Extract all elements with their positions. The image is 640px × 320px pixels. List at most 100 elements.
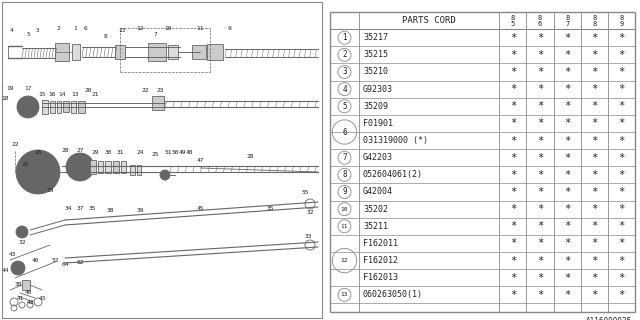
Text: 32: 32 — [19, 239, 26, 244]
Bar — [71, 101, 76, 113]
Text: 12: 12 — [136, 27, 144, 31]
Text: 13: 13 — [71, 92, 79, 97]
Text: 19: 19 — [6, 85, 13, 91]
Text: 25: 25 — [151, 153, 159, 157]
Text: *: * — [509, 67, 516, 77]
Bar — [63, 101, 69, 112]
Text: 8: 8 — [592, 15, 596, 20]
Text: 11: 11 — [196, 27, 204, 31]
Text: F01901: F01901 — [363, 119, 393, 128]
Text: 34: 34 — [64, 205, 72, 211]
Text: *: * — [509, 256, 516, 266]
Text: 8: 8 — [342, 170, 347, 179]
Text: 35215: 35215 — [363, 50, 388, 59]
Text: 9: 9 — [620, 20, 623, 27]
Text: 4: 4 — [10, 28, 14, 34]
Text: 62: 62 — [76, 260, 84, 266]
Text: *: * — [618, 50, 625, 60]
Bar — [105, 161, 111, 173]
Text: *: * — [537, 84, 543, 94]
Text: *: * — [618, 118, 625, 128]
Text: 13: 13 — [118, 28, 125, 34]
Text: 38: 38 — [106, 207, 114, 212]
Text: *: * — [591, 204, 597, 214]
Text: 18: 18 — [1, 95, 9, 100]
Bar — [22, 280, 30, 290]
Circle shape — [11, 261, 25, 275]
Text: 8: 8 — [103, 34, 107, 38]
Text: 25: 25 — [21, 163, 29, 167]
Text: 10: 10 — [164, 27, 172, 31]
Text: 5: 5 — [26, 33, 30, 37]
Text: 22: 22 — [141, 87, 148, 92]
Text: *: * — [509, 273, 516, 283]
Text: 6: 6 — [342, 127, 347, 137]
Text: 7: 7 — [565, 20, 569, 27]
Text: *: * — [537, 101, 543, 111]
Text: *: * — [591, 238, 597, 248]
Text: 37: 37 — [76, 205, 84, 211]
Text: 14: 14 — [58, 92, 66, 97]
Circle shape — [66, 153, 94, 181]
Text: *: * — [537, 204, 543, 214]
Text: *: * — [591, 118, 597, 128]
Text: 6: 6 — [538, 20, 542, 27]
Text: G42203: G42203 — [363, 153, 393, 162]
Text: 43: 43 — [38, 295, 45, 300]
Text: *: * — [564, 273, 570, 283]
Bar — [152, 96, 164, 110]
Text: *: * — [591, 50, 597, 60]
Text: 43: 43 — [8, 252, 16, 258]
Bar — [168, 45, 178, 59]
Text: *: * — [564, 33, 570, 43]
Text: *: * — [509, 118, 516, 128]
Text: *: * — [591, 101, 597, 111]
Text: 12: 12 — [340, 258, 348, 263]
Bar — [148, 43, 166, 61]
Text: *: * — [564, 67, 570, 77]
Text: 38: 38 — [14, 283, 22, 287]
Text: 50: 50 — [172, 149, 179, 155]
Text: *: * — [618, 204, 625, 214]
Text: *: * — [509, 221, 516, 231]
Text: 9: 9 — [228, 27, 232, 31]
Text: F162012: F162012 — [363, 256, 398, 265]
Text: 24: 24 — [136, 149, 144, 155]
Text: *: * — [564, 204, 570, 214]
Text: *: * — [564, 118, 570, 128]
Text: 7: 7 — [342, 153, 347, 162]
Text: 44: 44 — [1, 268, 9, 273]
Text: *: * — [591, 67, 597, 77]
Text: *: * — [564, 101, 570, 111]
Text: 3: 3 — [342, 68, 347, 76]
Text: *: * — [537, 221, 543, 231]
Text: 15: 15 — [38, 92, 45, 97]
Text: 7: 7 — [153, 33, 157, 37]
Text: *: * — [537, 273, 543, 283]
Text: 28: 28 — [61, 148, 68, 153]
Circle shape — [160, 170, 170, 180]
Text: *: * — [537, 290, 543, 300]
Text: 55: 55 — [301, 190, 308, 196]
Text: 35210: 35210 — [363, 68, 388, 76]
Text: 29: 29 — [92, 149, 99, 155]
Text: *: * — [618, 153, 625, 163]
Text: 45: 45 — [196, 205, 204, 211]
Text: 30: 30 — [104, 149, 112, 155]
Text: *: * — [564, 50, 570, 60]
Text: *: * — [537, 153, 543, 163]
Text: 052604061(2): 052604061(2) — [363, 170, 423, 179]
Text: *: * — [509, 136, 516, 146]
Text: 33: 33 — [304, 235, 312, 239]
Text: *: * — [618, 256, 625, 266]
Text: *: * — [564, 153, 570, 163]
Text: *: * — [564, 238, 570, 248]
Text: 23: 23 — [156, 87, 164, 92]
Text: 20: 20 — [84, 87, 92, 92]
Text: *: * — [564, 170, 570, 180]
Bar — [90, 160, 96, 174]
Text: 4: 4 — [342, 85, 347, 94]
Text: *: * — [591, 221, 597, 231]
Text: *: * — [618, 187, 625, 197]
Circle shape — [17, 96, 39, 118]
